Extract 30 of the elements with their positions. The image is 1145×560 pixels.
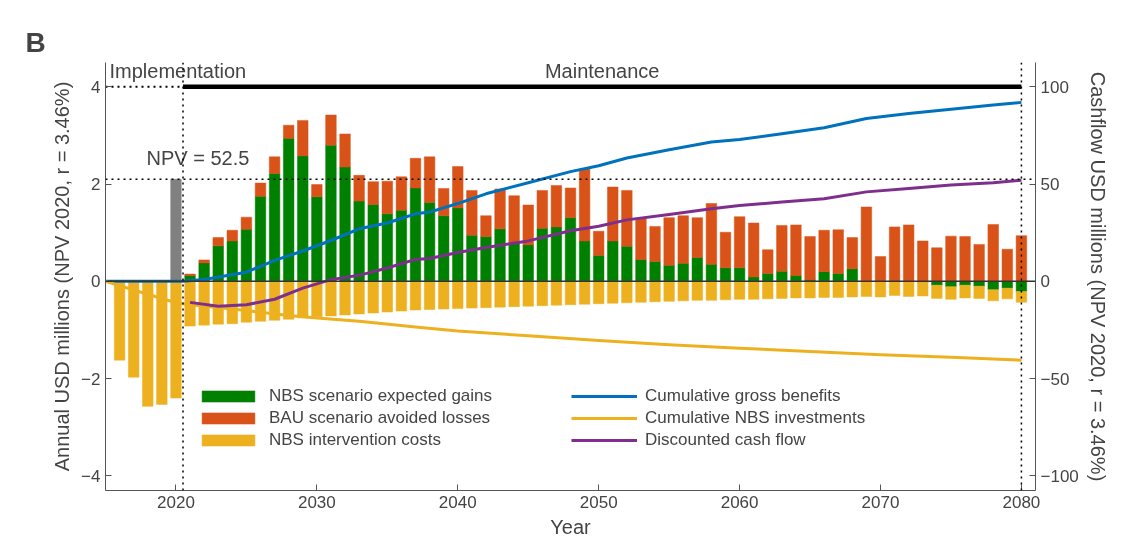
y-tick-label: 0: [91, 272, 101, 292]
legend-label: BAU scenario avoided losses: [269, 408, 492, 428]
legend-label: Discounted cash flow: [645, 430, 807, 450]
y-tick-label: −4: [81, 466, 101, 486]
x-tick-label: 2070: [861, 492, 900, 512]
legend-label: NBS intervention costs: [269, 430, 442, 450]
series-label: Maintenance: [544, 59, 660, 82]
y-tick-label: −2: [81, 369, 101, 389]
legend-label: NBS scenario expected gains: [269, 386, 494, 406]
legend-label: Cumulative gross benefits: [645, 386, 842, 406]
text: B: [25, 26, 46, 58]
series-label: Implementation: [109, 59, 247, 82]
y-tick-label: 4: [91, 77, 101, 97]
y-axis-title: Annual USD millions (NPV 2020, r = 3.46%): [51, 81, 74, 472]
x-tick-label: 2060: [720, 492, 759, 512]
x-tick-label: 2030: [297, 492, 336, 512]
x-axis-title: Year: [550, 515, 592, 538]
y2-tick-label: −50: [1040, 369, 1070, 389]
x-tick-label: 2050: [579, 492, 618, 512]
legend-label: Cumulative NBS investments: [645, 408, 867, 428]
x-tick-label: 2040: [438, 492, 477, 512]
y2-tick-label: 100: [1040, 77, 1069, 97]
y2-tick-label: 50: [1040, 175, 1060, 195]
x-tick-label: 2020: [157, 492, 195, 512]
x-tick-label: 2080: [1002, 492, 1041, 512]
data-label: NPV = 52.5: [146, 147, 250, 170]
y2-tick-label: 0: [1040, 272, 1050, 292]
y-tick-label: 2: [91, 175, 101, 195]
y2-tick-label: −100: [1040, 466, 1079, 486]
y2-axis-title: Cashflow USD millions (NPV 2020, r = 3.46%): [1086, 71, 1109, 482]
